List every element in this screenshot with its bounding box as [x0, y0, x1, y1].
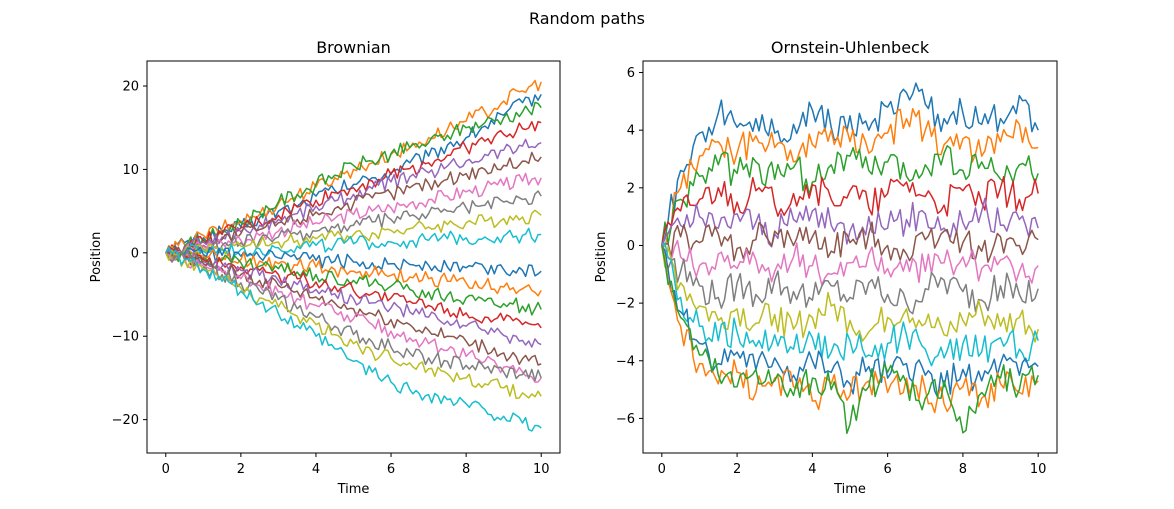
ou-y-tick-label: −4: [616, 354, 635, 369]
ornstein-uhlenbeck-plot: Ornstein-Uhlenbeck Time Position 0 2 4 6 8 10…: [594, 38, 1058, 497]
ou-x-axis-label: Time: [833, 482, 866, 497]
brownian-series-line-16: [165, 247, 542, 366]
ou-x-tick-label: 8: [959, 462, 967, 477]
ou-series-line-12: [661, 245, 1039, 414]
ou-y-tick-label: −2: [616, 297, 635, 312]
ou-y-tick-label: 6: [627, 66, 635, 81]
brownian-series-line-14: [165, 246, 542, 329]
brownian-series-group: [165, 79, 542, 432]
ou-y-tick-label: 0: [627, 239, 635, 254]
ou-x-tick-label: 10: [1030, 462, 1047, 477]
brownian-ticks: 0 2 4 6 8 10 −20 −10 0 10 20: [112, 80, 550, 477]
ou-ticks: 0 2 4 6 8 10 −6 −4 −2 0 2 4 6: [616, 66, 1047, 477]
ou-series-line-4: [661, 175, 1039, 246]
brownian-series-line-2: [165, 79, 542, 254]
brownian-series-line-4: [165, 120, 542, 256]
ou-x-tick-label: 0: [658, 462, 666, 477]
brownian-series-line-17: [165, 251, 542, 383]
brownian-series-line-5: [165, 138, 542, 255]
brownian-series-line-7: [165, 172, 542, 260]
brownian-series-line-20: [165, 246, 542, 432]
brownian-x-tick-label: 0: [162, 462, 170, 477]
ou-x-tick-label: 6: [883, 462, 891, 477]
ou-series-line-9: [661, 245, 1039, 343]
brownian-x-tick-label: 4: [312, 462, 320, 477]
figure-title: Random paths: [529, 9, 645, 28]
brownian-y-tick-label: −10: [112, 330, 139, 345]
brownian-series-line-10: [165, 227, 542, 258]
brownian-plot-frame: [146, 60, 561, 454]
ou-series-line-13: [661, 245, 1039, 435]
brownian-y-tick-label: 0: [131, 246, 139, 261]
brownian-series-line-11: [165, 246, 542, 278]
ou-series-line-10: [661, 242, 1039, 367]
brownian-series-line-13: [165, 248, 542, 316]
ou-series-line-11: [661, 245, 1039, 399]
ou-y-tick-label: 4: [627, 124, 635, 139]
ou-y-tick-label: 2: [627, 181, 635, 196]
brownian-plot: Brownian Time Position 0 2 4 6 8 10 −20 −10 0 10 2…: [89, 38, 561, 497]
brownian-x-axis-label: Time: [337, 482, 370, 497]
ou-series-group: [661, 82, 1039, 435]
brownian-y-tick-label: 20: [122, 80, 139, 95]
ou-plot-title: Ornstein-Uhlenbeck: [771, 38, 930, 57]
ou-series-line-3: [661, 145, 1039, 246]
brownian-y-tick-label: −20: [112, 413, 139, 428]
brownian-y-axis-label: Position: [89, 232, 104, 283]
brownian-series-line-8: [165, 190, 542, 260]
brownian-series-line-6: [165, 151, 542, 257]
brownian-series-line-19: [165, 249, 542, 400]
ou-plot-frame: [642, 60, 1058, 454]
brownian-x-tick-label: 6: [387, 462, 395, 477]
brownian-x-tick-label: 2: [237, 462, 245, 477]
brownian-series-line-12: [165, 249, 542, 297]
brownian-plot-title: Brownian: [316, 38, 391, 57]
brownian-series-line-18: [165, 250, 542, 382]
ou-y-axis-label: Position: [594, 232, 609, 283]
brownian-series-line-15: [165, 248, 542, 348]
ou-y-tick-label: −6: [616, 412, 635, 427]
brownian-x-tick-label: 10: [533, 462, 550, 477]
ou-x-tick-label: 2: [733, 462, 741, 477]
brownian-y-tick-label: 10: [122, 163, 139, 178]
brownian-x-tick-label: 8: [462, 462, 470, 477]
ou-series-line-5: [661, 197, 1039, 248]
ou-series-line-1: [661, 82, 1039, 246]
ou-x-tick-label: 4: [808, 462, 816, 477]
ou-series-line-7: [661, 239, 1039, 286]
